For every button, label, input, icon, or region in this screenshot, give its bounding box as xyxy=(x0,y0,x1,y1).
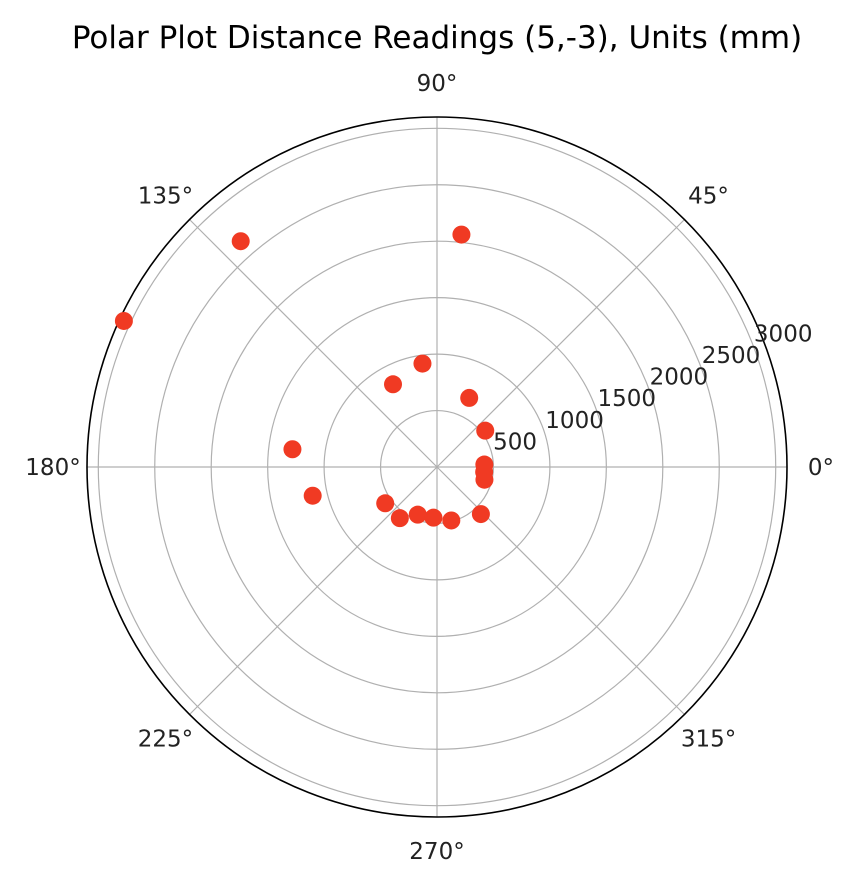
radial-tick-label: 1000 xyxy=(545,408,604,434)
radial-tick-label: 3000 xyxy=(754,321,813,347)
data-point xyxy=(424,508,443,527)
angular-tick-label: 315° xyxy=(681,727,736,753)
data-point xyxy=(460,388,479,407)
angular-tick-label: 180° xyxy=(25,455,80,481)
data-point xyxy=(476,421,495,440)
angular-tick-label: 225° xyxy=(138,727,193,753)
data-point xyxy=(303,486,322,505)
angular-tick-label: 135° xyxy=(138,183,193,209)
angular-tick-label: 0° xyxy=(808,455,834,481)
data-point xyxy=(471,505,490,524)
data-point xyxy=(114,311,133,330)
data-point xyxy=(413,354,432,373)
polar-frame xyxy=(86,116,788,818)
data-points xyxy=(114,225,495,530)
data-point xyxy=(384,375,403,394)
angular-gridline-315 xyxy=(436,466,685,715)
angular-gridline-225 xyxy=(189,466,438,715)
angular-tick-labels: 0° 45° 90° 135° 180° 225° 270° 315° xyxy=(25,71,834,865)
data-point xyxy=(283,440,302,459)
radial-tick-label: 1500 xyxy=(597,386,656,412)
angular-tick-label: 90° xyxy=(417,71,458,97)
data-point xyxy=(376,494,395,513)
data-point xyxy=(390,509,409,528)
data-point xyxy=(452,225,471,244)
chart-title: Polar Plot Distance Readings (5,-3), Uni… xyxy=(72,20,802,56)
radial-tick-label: 2000 xyxy=(650,365,709,391)
angular-gridline-135 xyxy=(189,219,438,468)
angular-tick-label: 45° xyxy=(688,183,729,209)
radial-tick-label: 500 xyxy=(493,429,537,455)
angular-tick-label: 270° xyxy=(409,839,464,865)
data-point xyxy=(442,511,461,530)
radial-tick-label: 2500 xyxy=(702,343,761,369)
data-point xyxy=(231,232,250,251)
angular-gridlines xyxy=(87,117,787,817)
data-point xyxy=(408,505,427,524)
data-point xyxy=(475,455,494,474)
